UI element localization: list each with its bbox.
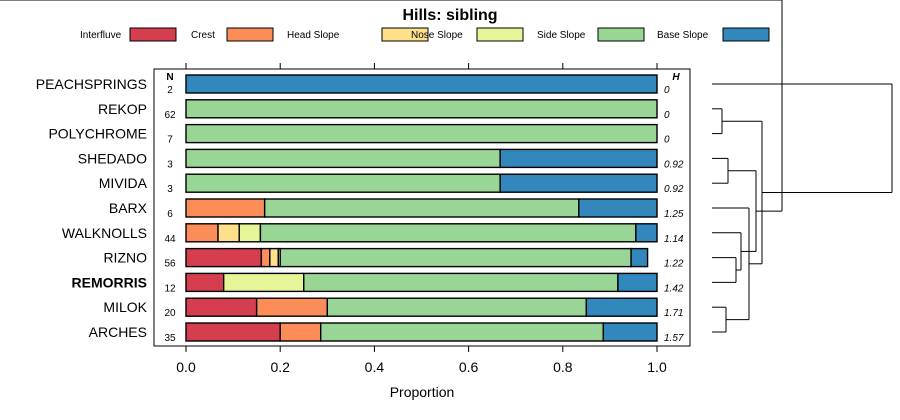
bar-shedado-base-slope [499,148,658,169]
h-value-barx: 1.25 [664,209,684,220]
x-tick-label: 0.6 [459,359,479,375]
bar-walknolls-nose-slope [238,223,262,243]
bar-milok-base-slope [585,297,658,317]
plot-panel [153,68,691,347]
bar-milok-interfluve [185,297,258,317]
row-label-barx: BARX [109,200,148,216]
x-tick-label: 1.0 [647,359,667,375]
bar-remorris-side-slope [303,272,619,293]
h-value-mivida: 0.92 [664,184,684,195]
bar-arches-side-slope [320,322,605,342]
bar-walknolls-base-slope [635,223,658,243]
h-value-arches: 1.57 [664,333,684,344]
h-value-remorris: 1.42 [664,283,684,294]
bar-walknolls-head-slope [217,223,240,243]
x-tick-label: 0.8 [553,359,573,375]
bar-peachsprings-base-slope [185,74,658,94]
dendrogram [0,0,893,333]
row-label-mivida: MIVIDA [99,175,148,191]
row-label-walknolls: WALKNOLLS [62,225,147,241]
bar-milok-side-slope [326,297,588,317]
n-value-milok: 20 [164,308,176,319]
bar-milok-crest [255,297,328,317]
h-value-shedado: 0.92 [664,159,684,170]
bar-mivida-base-slope [499,173,658,193]
row-label-peachsprings: PEACHSPRINGS [36,76,147,92]
h-value-rekop: 0 [664,110,670,121]
bar-arches-interfluve [185,322,281,342]
bar-remorris-interfluve [185,272,225,293]
bar-shedado-side-slope [185,148,501,169]
legend-swatch-side-slope [597,27,645,42]
plot-area: PEACHSPRINGS REKOP POLYCHROME SHEDADO MIVIDA… [36,63,691,375]
row-label-remorris: REMORRIS [72,274,147,290]
h-column-header: H [672,72,680,83]
bar-rizno-interfluve [185,247,263,268]
legend-label-interfluve: Interfluve [80,30,122,41]
legend-swatch-interfluve [129,27,177,42]
legend-swatch-head-slope [381,27,429,42]
x-axis-title: Proportion [390,384,455,400]
x-tick-label: 0.4 [365,359,385,375]
n-value-arches: 35 [164,333,176,344]
legend-label-crest: Crest [191,30,215,41]
bar-walknolls-crest [185,223,219,243]
h-value-polychrome: 0 [664,135,670,146]
legend-swatch-base-slope [722,27,770,42]
h-value-peachsprings: 0 [664,85,670,96]
bar-rekop-side-slope [185,99,658,119]
x-tick-label: 0.2 [270,359,290,375]
n-value-rekop: 62 [164,110,176,121]
n-value-polychrome: 7 [167,135,173,146]
bar-rizno-head-slope [269,247,280,268]
h-values-layer: 0 0 0 0.92 0.92 1.25 1.14 1.22 1.42 1.71 1.57 [664,85,684,344]
n-column-header: N [166,72,173,83]
row-label-milok: MILOK [103,299,147,315]
row-labels-layer: PEACHSPRINGS REKOP POLYCHROME SHEDADO MIVIDA… [36,76,148,340]
row-label-polychrome: POLYCHROME [48,126,147,142]
row-label-shedado: SHEDADO [78,150,147,166]
row-label-rekop: REKOP [98,101,147,117]
legend: Interfluve Crest Head Slope Nose Slope Side … [80,27,770,42]
bar-rizno-crest [260,247,271,268]
legend-label-base-slope: Base Slope [657,30,709,41]
legend-swatch-crest [226,27,274,42]
legend-label-nose-slope: Nose Slope [411,30,463,41]
legend-swatch-nose-slope [476,27,524,42]
n-value-remorris: 12 [164,283,176,294]
n-value-rizno: 56 [164,259,176,270]
h-value-milok: 1.71 [664,308,683,319]
bar-barx-base-slope [578,198,658,218]
bar-remorris-nose-slope [222,272,305,293]
bar-mivida-side-slope [185,173,501,193]
bar-rizno-side-slope [279,247,632,268]
bar-barx-side-slope [263,198,580,218]
h-value-rizno: 1.22 [664,259,684,270]
legend-label-head-slope: Head Slope [287,30,340,41]
bar-rizno-base-slope [630,247,649,268]
bars-layer [185,74,658,342]
n-value-barx: 6 [167,209,173,220]
n-value-mivida: 3 [167,184,173,195]
bar-arches-crest [279,322,322,342]
x-axis: 0.0 0.2 0.4 0.6 0.8 1.0 [176,63,667,375]
chart-title: Hills: sibling [402,7,497,24]
bar-polychrome-side-slope [185,123,658,144]
n-values-layer: 2 62 7 3 3 6 44 56 12 20 35 [164,85,176,344]
bar-barx-crest [185,198,266,218]
row-label-rizno: RIZNO [103,250,147,266]
h-value-walknolls: 1.14 [664,234,684,245]
legend-label-side-slope: Side Slope [537,30,586,41]
n-value-shedado: 3 [167,159,173,170]
n-value-walknolls: 44 [164,234,176,245]
x-tick-label: 0.0 [176,359,196,375]
bar-remorris-base-slope [617,272,658,293]
n-value-peachsprings: 2 [167,85,173,96]
bar-walknolls-side-slope [259,223,637,243]
bar-arches-base-slope [602,322,658,342]
row-label-arches: ARCHES [89,324,147,340]
